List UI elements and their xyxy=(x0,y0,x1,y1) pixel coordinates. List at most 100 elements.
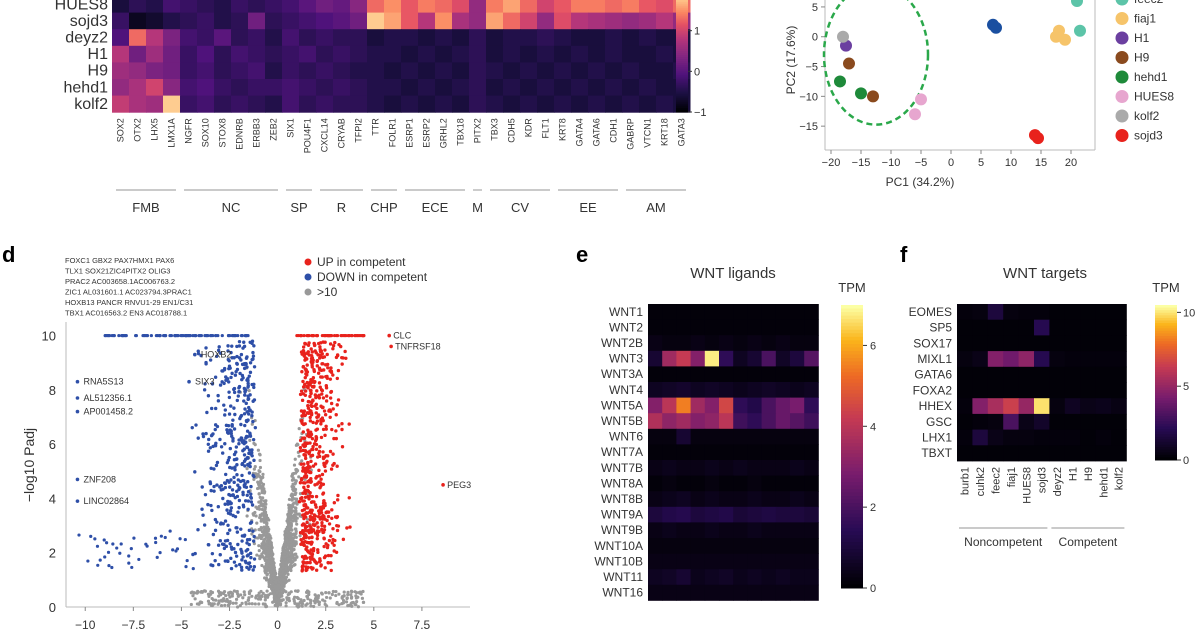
legend-label: sojd3 xyxy=(1134,129,1163,143)
colorbar-segment xyxy=(676,105,688,109)
heatmap-cell xyxy=(733,350,748,367)
colorbar-segment xyxy=(1155,338,1177,342)
column-label: feec2 xyxy=(991,467,1003,494)
down-point xyxy=(222,403,226,407)
heatmap-cell xyxy=(648,382,663,398)
down-point xyxy=(252,458,256,463)
heatmap-cell xyxy=(129,45,147,63)
heatmap-cell xyxy=(648,397,663,414)
pca-point xyxy=(915,93,927,106)
heatmap-cell xyxy=(605,12,623,30)
heatmap-cell xyxy=(1064,445,1081,462)
down-point xyxy=(127,554,131,558)
up-point xyxy=(328,415,332,420)
ns-point xyxy=(281,578,285,582)
down-point xyxy=(237,562,242,567)
down-point xyxy=(245,365,249,369)
ns-point xyxy=(259,517,264,521)
heatmap-cell xyxy=(180,45,198,63)
gene-annotation: TNFRSF18 xyxy=(395,341,441,351)
y-axis-label: PC2 (17.6%) xyxy=(784,26,798,95)
down-point xyxy=(240,473,244,478)
heatmap-cell xyxy=(520,79,538,97)
heatmap-cell xyxy=(656,29,674,47)
heatmap-cell xyxy=(622,79,640,97)
heatmap-cell xyxy=(452,0,470,14)
heatmap-cell xyxy=(265,45,283,63)
heatmap-cell xyxy=(367,79,385,97)
colorbar-tick-label: 6 xyxy=(870,340,876,352)
up-point xyxy=(309,511,314,515)
ns-point xyxy=(331,589,335,594)
down-point xyxy=(214,333,218,338)
up-point xyxy=(304,535,308,540)
legend-marker xyxy=(1115,0,1129,6)
heatmap-cell xyxy=(180,0,198,14)
up-point xyxy=(340,422,344,426)
ns-point xyxy=(327,591,331,595)
ns-point xyxy=(261,542,266,546)
ns-point xyxy=(260,507,264,512)
row-label: WNT4 xyxy=(609,383,643,397)
heatmap-cell xyxy=(1064,382,1081,399)
heatmap-cell xyxy=(146,12,164,30)
row-label: WNT1 xyxy=(609,305,643,319)
ns-point xyxy=(287,507,291,511)
ns-point xyxy=(344,600,349,604)
down-point xyxy=(226,380,231,384)
ns-point xyxy=(255,486,260,491)
up-point xyxy=(326,514,331,519)
up-point xyxy=(312,369,317,374)
heatmap-cell xyxy=(129,79,147,97)
heatmap-cell xyxy=(248,0,266,14)
ns-point xyxy=(269,560,273,565)
colorbar-segment xyxy=(841,566,863,571)
heatmap-cell xyxy=(648,506,663,523)
colorbar-segment xyxy=(676,2,688,5)
row-label: WNT3A xyxy=(601,367,643,381)
up-point xyxy=(303,481,307,485)
heatmap-cell xyxy=(1003,382,1019,399)
heatmap-cell xyxy=(214,79,232,97)
down-point xyxy=(221,496,225,501)
down-point xyxy=(249,484,253,489)
heatmap-cell xyxy=(676,506,691,523)
heatmap-cell xyxy=(648,319,663,336)
ns-point xyxy=(283,540,287,544)
heatmap-cell xyxy=(775,460,791,476)
x-tick-label: 5 xyxy=(978,157,984,169)
heatmap-cell xyxy=(401,29,419,47)
annotated-point xyxy=(75,379,80,384)
down-point xyxy=(248,564,253,569)
heatmap-cell xyxy=(163,12,181,30)
ns-point xyxy=(289,568,293,573)
heatmap-cell xyxy=(804,584,819,601)
legend-marker xyxy=(1115,70,1129,84)
ns-point xyxy=(252,513,256,517)
ns-point xyxy=(330,592,334,597)
heatmap-cell xyxy=(676,444,691,461)
ns-point xyxy=(257,492,261,496)
ns-point xyxy=(263,512,268,516)
up-point xyxy=(316,371,321,375)
heatmap-cell xyxy=(520,29,538,47)
ns-point xyxy=(225,597,229,602)
heatmap-cell xyxy=(1111,335,1127,352)
heatmap-cell xyxy=(733,538,748,554)
group-label: SP xyxy=(290,200,307,215)
heatmap-cell xyxy=(775,491,791,508)
ns-point xyxy=(283,575,288,580)
colorbar-segment xyxy=(1155,400,1177,404)
heatmap-cell xyxy=(1018,351,1035,368)
up-point xyxy=(308,383,312,387)
colorbar-tick-label: −1 xyxy=(694,107,707,119)
down-point xyxy=(183,333,187,338)
up-point xyxy=(316,415,320,419)
up-point xyxy=(301,522,306,526)
down-point xyxy=(228,485,232,489)
up-point xyxy=(305,540,309,545)
heatmap-cell xyxy=(704,350,720,367)
down-point xyxy=(154,333,158,338)
heatmap-cell xyxy=(486,95,504,113)
colorbar-segment xyxy=(1155,436,1177,440)
